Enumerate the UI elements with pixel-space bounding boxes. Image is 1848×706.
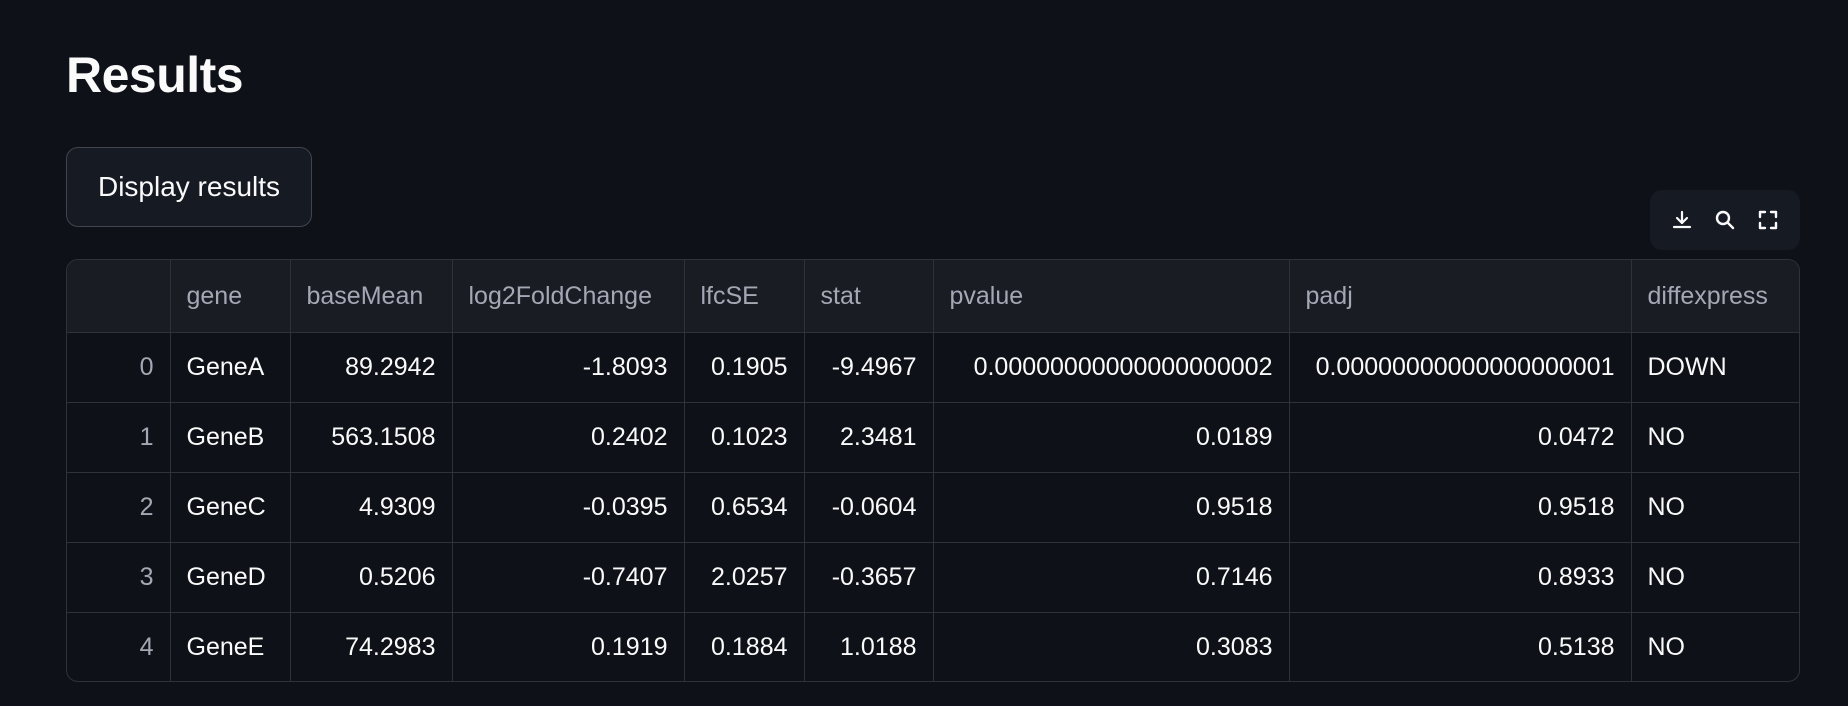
cell-stat[interactable]: 1.0188 — [804, 612, 934, 681]
cell-diffexpress[interactable]: NO — [1631, 472, 1799, 543]
column-header-basemean[interactable]: baseMean — [290, 260, 453, 333]
cell-padj[interactable]: 0.0472 — [1289, 402, 1632, 473]
column-header-index[interactable] — [67, 260, 171, 333]
column-header-padj[interactable]: padj — [1289, 260, 1632, 333]
table-header-row: gene baseMean log2FoldChange lfcSE stat … — [67, 260, 1799, 333]
fullscreen-icon[interactable] — [1751, 203, 1785, 237]
cell-basemean[interactable]: 4.9309 — [290, 472, 453, 543]
cell-diffexpress[interactable]: NO — [1647, 633, 1686, 661]
cell-gene[interactable]: GeneD — [170, 542, 291, 613]
cell-lfcse[interactable]: 0.1884 — [684, 612, 805, 681]
display-results-button[interactable]: Display results — [66, 147, 312, 227]
cell-log2foldchange[interactable]: -0.7407 — [452, 542, 685, 613]
cell-stat[interactable]: -9.4967 — [804, 332, 934, 403]
cell-lfcse[interactable]: 0.6534 — [684, 472, 805, 543]
table-row: 1 GeneB 563.1508 0.2402 0.1023 2.3481 0.… — [67, 402, 1799, 473]
cell-pvalue[interactable]: 0.9518 — [933, 472, 1290, 543]
cell-stat[interactable]: -0.0604 — [804, 472, 934, 543]
column-header-diffexpress[interactable]: diffexpress — [1631, 260, 1799, 333]
cell-gene[interactable]: GeneA — [170, 332, 291, 403]
cell-log2foldchange[interactable]: 0.1919 — [452, 612, 685, 681]
cell-gene[interactable]: GeneC — [170, 472, 291, 543]
cell-stat[interactable]: -0.3657 — [804, 542, 934, 613]
cell-log2foldchange[interactable]: -1.8093 — [452, 332, 685, 403]
row-index[interactable]: 0 — [67, 332, 171, 403]
table-row: 0 GeneA 89.2942 -1.8093 0.1905 -9.4967 0… — [67, 332, 1799, 403]
row-index[interactable]: 1 — [67, 402, 171, 473]
cell-padj[interactable]: 0.00000000000000000001 — [1289, 332, 1632, 403]
cell-pvalue[interactable]: 0.0189 — [933, 402, 1290, 473]
cell-pvalue[interactable]: 0.00000000000000000002 — [933, 332, 1290, 403]
cell-log2foldchange[interactable]: 0.2402 — [452, 402, 685, 473]
cell-pvalue[interactable]: 0.7146 — [933, 542, 1290, 613]
cell-stat[interactable]: 2.3481 — [804, 402, 934, 473]
column-header-pvalue[interactable]: pvalue — [933, 260, 1290, 333]
row-index[interactable]: 3 — [67, 542, 171, 613]
cell-padj[interactable]: 0.8933 — [1289, 542, 1632, 613]
row-index[interactable]: 4 — [67, 612, 171, 681]
table-toolbar — [1650, 190, 1800, 250]
table-row: 3 GeneD 0.5206 -0.7407 2.0257 -0.3657 0.… — [67, 542, 1799, 613]
cell-gene[interactable]: GeneE — [170, 612, 291, 681]
cell-diffexpress[interactable]: DOWN — [1631, 332, 1799, 403]
cell-basemean[interactable]: 74.2983 — [290, 612, 453, 681]
search-icon[interactable] — [1708, 203, 1742, 237]
cell-gene[interactable]: GeneB — [170, 402, 291, 473]
column-header-gene[interactable]: gene — [170, 260, 291, 333]
cell-diffexpress[interactable]: NO — [1631, 402, 1799, 473]
results-table[interactable]: gene baseMean log2FoldChange lfcSE stat … — [66, 259, 1800, 682]
cell-basemean[interactable]: 89.2942 — [290, 332, 453, 403]
row-index[interactable]: 2 — [67, 472, 171, 543]
column-header-log2foldchange[interactable]: log2FoldChange — [452, 260, 685, 333]
cell-pvalue[interactable]: 0.3083 — [933, 612, 1290, 681]
cell-lfcse[interactable]: 0.1023 — [684, 402, 805, 473]
table-row: 4 GeneE 74.2983 0.1919 0.1884 1.0188 0.3… — [67, 612, 1799, 681]
cell-lfcse[interactable]: 2.0257 — [684, 542, 805, 613]
cell-padj[interactable]: 0.9518 — [1289, 472, 1632, 543]
cell-log2foldchange[interactable]: -0.0395 — [452, 472, 685, 543]
page-title: Results — [66, 47, 244, 103]
cell-diffexpress[interactable]: NO — [1631, 542, 1799, 613]
cell-basemean[interactable]: 0.5206 — [290, 542, 453, 613]
column-header-stat[interactable]: stat — [804, 260, 934, 333]
cell-padj[interactable]: 0.5138 — [1289, 612, 1632, 681]
cell-lfcse[interactable]: 0.1905 — [684, 332, 805, 403]
column-header-lfcse[interactable]: lfcSE — [684, 260, 805, 333]
table-row: 2 GeneC 4.9309 -0.0395 0.6534 -0.0604 0.… — [67, 472, 1799, 543]
cell-basemean[interactable]: 563.1508 — [290, 402, 453, 473]
download-icon[interactable] — [1665, 203, 1699, 237]
